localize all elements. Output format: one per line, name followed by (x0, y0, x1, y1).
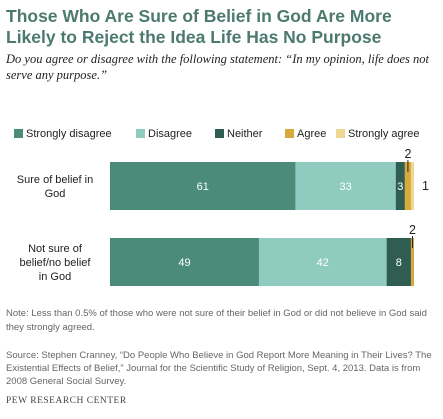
category-label: Not sure of belief/no belief in God (20, 243, 92, 283)
legend-swatch (215, 129, 224, 138)
legend-item-strongly-agree: Strongly agree (336, 128, 420, 140)
organization-credit: PEW RESEARCH CENTER (6, 396, 127, 406)
legend-item-strongly-disagree: Strongly disagree (14, 128, 112, 140)
legend: Strongly disagree Disagree Neither Agree Str… (0, 124, 443, 144)
external-data-label: 2 (404, 147, 411, 161)
legend-label: Neither (227, 128, 263, 140)
bar-segment-neither (386, 238, 411, 286)
footnote: Note: Less than 0.5% of those who were n… (6, 308, 427, 333)
bar-segment-strongly-disagree (110, 162, 296, 210)
external-data-label: 1 (422, 179, 429, 193)
chart-subtitle: Do you agree or disagree with the follow… (6, 52, 429, 82)
legend-item-neither: Neither (215, 128, 262, 140)
data-label: 33 (339, 181, 351, 193)
data-label: 42 (317, 257, 329, 269)
bar-segment-neither (395, 162, 405, 210)
bar-segment-strongly-disagree (110, 238, 259, 286)
legend-swatch (14, 129, 23, 138)
bar-segment-agree (404, 162, 411, 210)
external-data-label: 2 (409, 223, 416, 237)
bar-segment-disagree (295, 162, 396, 210)
bar-segment-agree (410, 238, 414, 286)
category-label: Sure of belief in God (17, 174, 93, 200)
bar-segment-disagree (258, 238, 387, 286)
legend-label: Strongly agree (348, 128, 420, 140)
data-label: 3 (397, 181, 403, 193)
data-label: 61 (197, 181, 209, 193)
bar-segment-strongly-agree (410, 162, 414, 210)
legend-label: Strongly disagree (26, 128, 112, 140)
legend-swatch (136, 129, 145, 138)
legend-label: Agree (297, 128, 327, 140)
chart-title: Those Who Are Sure of Belief in God Are … (6, 6, 392, 47)
legend-item-disagree: Disagree (136, 128, 192, 140)
source-note: Source: Stephen Cranney, “Do People Who … (6, 350, 432, 387)
legend-label: Disagree (148, 128, 193, 140)
data-label: 8 (396, 257, 402, 269)
legend-swatch (285, 129, 294, 138)
legend-swatch (336, 129, 345, 138)
data-label: 49 (178, 257, 190, 269)
legend-item-agree: Agree (285, 128, 326, 140)
